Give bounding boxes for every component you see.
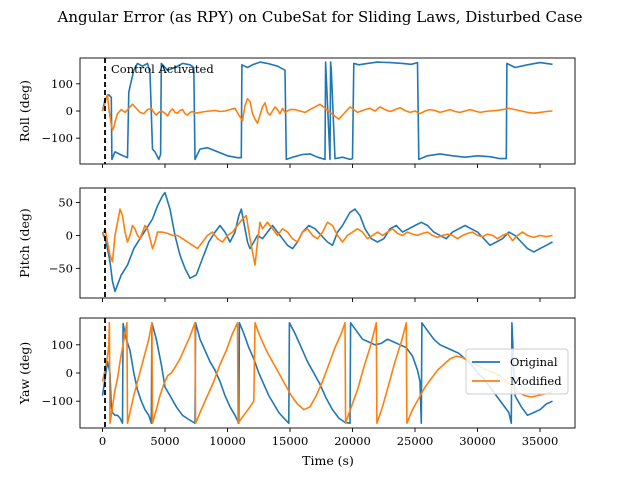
yaw-panel: −100 0 100 0 5000 10000 15000 20000 25000 30000 35…: [17, 317, 576, 448]
plot-area: [101, 58, 553, 164]
x-tick-label: 35000: [522, 434, 559, 448]
plot-area: [101, 188, 553, 298]
x-tick-label: 30000: [459, 434, 496, 448]
figure-title: Angular Error (as RPY) on CubeSat for Sl…: [57, 8, 583, 26]
x-axis-label: Time (s): [302, 453, 354, 468]
y-axis-label: Roll (deg): [17, 80, 32, 142]
legend-label-modified: Modified: [510, 374, 562, 388]
y-tick-label: 50: [58, 195, 73, 209]
series-line-modified: [101, 322, 553, 424]
x-tick-label: 20000: [334, 434, 371, 448]
y-tick-label: 0: [66, 366, 73, 380]
y-tick-label: 0: [66, 104, 73, 118]
series-line-modified: [101, 208, 553, 266]
series-line-original: [101, 61, 553, 161]
y-tick-label: 100: [51, 77, 73, 91]
x-tick-label: 0: [99, 434, 106, 448]
series-line-original: [101, 191, 553, 293]
y-axis-label: Yaw (deg): [17, 342, 32, 406]
y-axis-label: Pitch (deg): [17, 208, 32, 278]
x-tick-label: 15000: [272, 434, 309, 448]
x-tick-label: 25000: [397, 434, 434, 448]
y-tick-label: −50: [49, 261, 73, 275]
x-tick-label: 10000: [209, 434, 246, 448]
x-tick-label: 5000: [150, 434, 179, 448]
legend-label-original: Original: [510, 355, 558, 369]
roll-panel: −100 0 100 Roll (deg): [17, 57, 576, 168]
y-tick-label: 100: [51, 338, 73, 352]
legend: Original Modified: [465, 348, 569, 395]
legend-box: [465, 348, 569, 395]
axes-frame: [79, 187, 576, 299]
plot-area: [101, 318, 553, 428]
y-tick-label: −100: [41, 394, 73, 408]
y-tick-label: 0: [66, 228, 73, 242]
pitch-panel: −50 0 50 Pitch (deg): [17, 187, 576, 302]
series-line-modified: [101, 93, 553, 131]
y-tick-label: −100: [41, 131, 73, 145]
control-activated-annotation: Control Activated: [111, 62, 214, 76]
